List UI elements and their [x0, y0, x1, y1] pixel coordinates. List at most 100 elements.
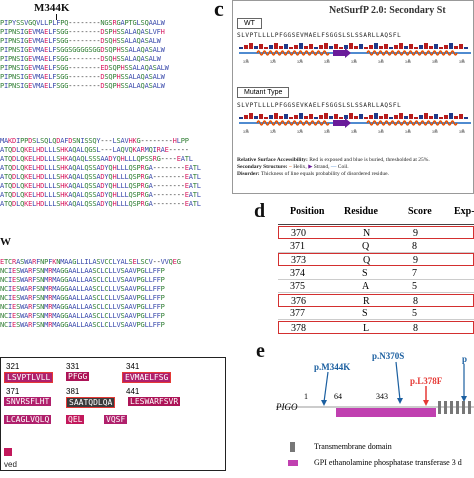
panel-d-label: d: [254, 200, 266, 222]
mut-rsa-bar: [464, 117, 468, 119]
arrow-m344k-head: [321, 400, 327, 406]
mut-tick-label: 315: [243, 130, 249, 133]
cell-res: Q: [363, 255, 371, 266]
aln-b-row-5: ATQDLQKELHDLLLSHKAQALQSSADYQHLLLQSPRGA--…: [0, 182, 201, 190]
wt-rsa-bar: [459, 44, 463, 49]
cell-pos: 374: [290, 267, 305, 279]
wt-rsa-bar: [449, 43, 453, 49]
cell-pos: 376: [291, 295, 306, 307]
mut-tick-label: 335: [351, 130, 357, 133]
wt-tick-label: 335: [351, 60, 357, 63]
col-residue: Residue: [344, 206, 378, 217]
aln-w-row-3: NCIESWARFSNMRMAGGAALLAASCLCLLVSAAVPGLLFF…: [0, 285, 165, 293]
col-exp: Exp-: [454, 206, 474, 217]
wt-tick-label: 325: [297, 60, 303, 63]
wt-rsa-bar: [289, 47, 293, 49]
wt-rsa-bar: [369, 45, 373, 49]
wt-tick-label: 345: [405, 60, 411, 63]
f-row2: SNVRSFLHT SAATQDLQA LESWARFSVR: [4, 397, 214, 409]
mut-rsa-bar: [384, 114, 388, 119]
wt-rsa-bar: [284, 44, 288, 49]
mut-rsa-bar: [379, 116, 383, 119]
mut-rsa-bar: [264, 117, 268, 119]
mut-rsa-bar: [449, 113, 453, 119]
mut-rsa-bar: [279, 116, 283, 119]
cell-pos: 370: [291, 228, 306, 239]
wt-rsa-bar: [394, 45, 398, 49]
netsurf-panel: NetSurfP 2.0: Secondary St WT SLVPTLLLLP…: [232, 0, 474, 194]
mut-rsa-bar: [309, 114, 313, 119]
aln-a-row-0: PIPYSSVGQVLLPLFPQ--------NGSRGAPTGLSQAAL…: [0, 19, 165, 27]
mut-tick-label: 330: [324, 130, 330, 133]
f-row1: LSVPTLVLL PFGG EVMAELFSG: [4, 372, 204, 384]
aln-w-row-5: NCIESWARFSNMRMAGGAALLAASCLCLLVSAAVPGLLFF…: [0, 303, 165, 311]
aln-a-row-7: PIPNSIGEVMAELFSGG--------DSQPHSSALAQASAL…: [0, 82, 165, 90]
cell-res: R: [363, 295, 370, 307]
dis-text: Thickness of line equals probability of …: [260, 171, 389, 177]
aln-w-row-6: NCIESWARFSNMRMAGGAALLAASCLCLLVSAAVPGLLFF…: [0, 312, 165, 320]
mut-rsa-bar: [399, 113, 403, 119]
mut-rsa-bar: [269, 115, 273, 119]
gene-svg: [276, 361, 474, 466]
alignment-block-w: ETCRASWARFNPFKNMAAGLLILASVCCLYALSELSCV--…: [0, 258, 228, 330]
mut-tick-label: 320: [270, 130, 276, 133]
wt-rsa-bar: [329, 46, 333, 49]
mut-tick-label: 325: [297, 130, 303, 133]
f-row2-seg1: SNVRSFLHT: [4, 397, 52, 406]
cell-score: 9: [413, 255, 418, 266]
cell-pos: 375: [290, 281, 305, 292]
wt-tick-label: 350: [432, 60, 438, 63]
wt-rsa-bar: [404, 46, 408, 49]
arrow-m344k-line: [323, 371, 329, 403]
mut-rsa-bar: [444, 115, 448, 119]
mut-rsa-bar: [299, 113, 303, 119]
mutation-marker: [56, 14, 57, 20]
mut-rsa-bar: [319, 115, 323, 119]
wt-rsa-bar: [384, 44, 388, 49]
aln-b-row-6: ATQDLQKELHDLLLSHKAQALQSSADYQHLLLQSPRGA--…: [0, 191, 201, 199]
legend-gpi-text: GPI ethanolamine phosphatase transferase…: [314, 458, 462, 467]
arrow-n370s-head: [397, 398, 403, 404]
wt-rsa-bar: [409, 44, 413, 49]
pos-343: 343: [376, 392, 388, 401]
cell-res: S: [362, 267, 368, 279]
cell-res: S: [362, 308, 368, 319]
mut-tick-label: 350: [432, 130, 438, 133]
mut-rsa-bar: [419, 115, 423, 119]
alignment-block-a: PIPYSSVGQVLLPLFPQ--------NGSRGAPTGLSQAAL…: [0, 19, 228, 91]
wt-rsa-bar: [424, 43, 428, 49]
wt-rsa-bar: [244, 45, 248, 49]
cell-res: N: [363, 228, 371, 239]
mut-rsa-bar: [334, 114, 338, 119]
wt-rsa-bar: [274, 43, 278, 49]
wt-rsa-bar: [464, 47, 468, 49]
wt-rsa-bar: [294, 45, 298, 49]
panel-w-label: W: [0, 236, 11, 248]
pos-1: 1: [304, 392, 308, 401]
wt-rsa-bar: [359, 44, 363, 49]
rsa-label: Relative Surface Accessibility:: [237, 157, 308, 163]
f-row2-seg2: SAATQDLQA: [66, 397, 116, 408]
wt-rsa-bar: [439, 47, 443, 49]
mut-rsa-bar: [434, 114, 438, 119]
wt-sequence: SLVPTLLLLPFGGSEVMAELFSGGSLSLSSARLLAQSFL: [237, 32, 402, 39]
aln-w-row-2: NCIESWARFSNMRMAGGAALLAASCLCLLVSAAVPGLLFF…: [0, 276, 165, 284]
aln-w-row-7: NCIESWARFSNMRMAGGAALLAASCLCLLVSAAVPGLLFF…: [0, 321, 165, 329]
arrow-n370s-line: [395, 361, 401, 401]
f-row3: LCAGLVQLQ QEL VQSF: [4, 415, 214, 427]
mut-rsa-bar: [424, 113, 428, 119]
col-position: Position: [290, 206, 325, 217]
aln-a-row-5: PIPNSIGEVMAELFSGG--------EDSQPHSSALAQASA…: [0, 64, 169, 72]
mut-rsa-bar: [349, 113, 353, 119]
cell-score: 8: [412, 240, 417, 252]
tm-seg-4: [456, 401, 459, 414]
cell-pos: 373: [291, 255, 306, 266]
arrow-l378f-head: [423, 400, 429, 406]
aln-w-row-4: NCIESWARFSNMRMAGGAALLAASCLCLLVSAAVPGLLFF…: [0, 294, 165, 302]
wt-rsa-bar: [379, 46, 383, 49]
cell-score: 5: [412, 308, 417, 319]
mut-tick-label: 340: [378, 130, 384, 133]
wt-rsa-bar: [429, 46, 433, 49]
table-row-370: 370 N 9: [278, 226, 474, 239]
mut-rsa-bar: [284, 114, 288, 119]
